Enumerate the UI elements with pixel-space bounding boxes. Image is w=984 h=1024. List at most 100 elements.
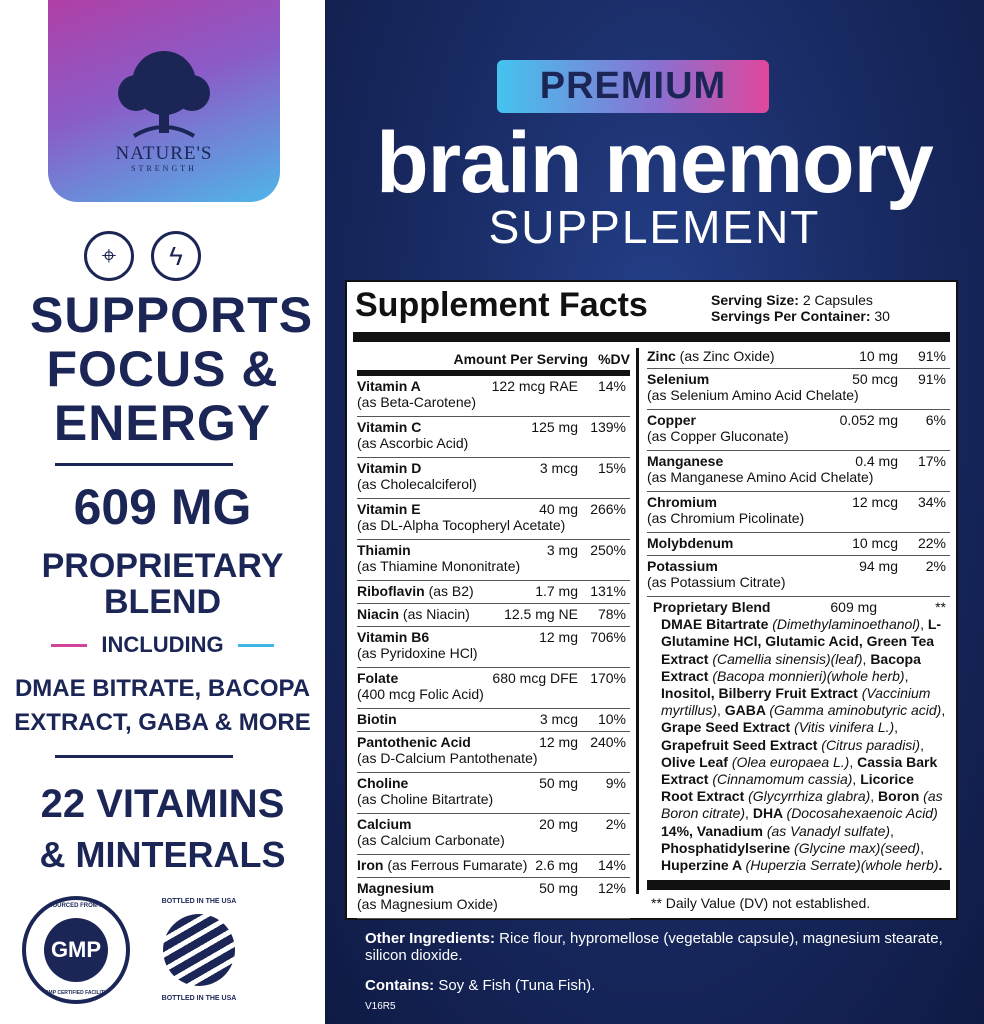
divider-bar xyxy=(357,370,630,376)
nutrient-row: Vitamin D (as Cholecalciferol) 3 mcg 15% xyxy=(357,458,630,499)
nutrient-name: Zinc xyxy=(647,348,676,364)
nutrient-dv: 91% xyxy=(917,348,946,364)
nutrient-form: (as Thiamine Mononitrate) xyxy=(357,558,521,574)
dv-header: %DV xyxy=(598,351,630,367)
nutrient-dv: 12% xyxy=(597,880,626,896)
nutrient-amount: 10 mg xyxy=(859,348,898,364)
nutrient-amount: 3 mg xyxy=(546,542,578,558)
nutrient-row: Folate (400 mcg Folic Acid) 680 mcg DFE 170… xyxy=(357,668,630,709)
nutrient-dv: 170% xyxy=(590,670,626,686)
blend-label: PROPRIETARY BLEND xyxy=(41,547,284,621)
other-label: Other Ingredients: xyxy=(365,930,496,947)
nutrient-dv: 706% xyxy=(590,629,626,645)
nutrient-amount: 50 mg xyxy=(539,880,578,896)
blend-section: Proprietary Blend 609 mg ** DMAE Bitartrat… xyxy=(647,595,950,874)
nutrient-name: Riboflavin xyxy=(357,583,425,599)
nutrient-name: Potassium xyxy=(647,558,718,574)
nutrient-row: Calcium (as Calcium Carbonate) 20 mg 2% xyxy=(357,814,630,855)
nutrient-dv: 34% xyxy=(917,494,946,510)
footnote: ** Daily Value (DV) not established. xyxy=(651,895,871,911)
minerals-label: & MINTERALS xyxy=(39,834,286,875)
ingredients-highlight: DMAE BITRATE, BACOPA EXTRACT, GABA & MOR… xyxy=(14,675,311,736)
nutrient-row: Vitamin E (as DL-Alpha Tocopheryl Acetate… xyxy=(357,499,630,540)
serving-size: 2 Capsules xyxy=(802,292,873,308)
nutrient-dv: 240% xyxy=(590,734,626,750)
column-divider xyxy=(636,348,639,894)
nutrient-form: (as Manganese Amino Acid Chelate) xyxy=(647,469,874,485)
nutrient-name: Vitamin C xyxy=(357,419,422,435)
divider xyxy=(55,755,233,758)
nutrient-form: (as Zinc Oxide) xyxy=(679,348,775,364)
headline: SUPPORTS FOCUS & ENERGY xyxy=(30,287,314,451)
nutrient-dv: 22% xyxy=(917,535,946,551)
serving-size-label: Serving Size: xyxy=(711,292,799,308)
nutrient-dv: 14% xyxy=(597,857,626,873)
nutrient-form: (400 mcg Folic Acid) xyxy=(357,686,484,702)
including-row: INCLUDING xyxy=(0,632,325,658)
nutrient-row: Molybdenum 10 mcg 22% xyxy=(647,533,950,556)
version-code: V16R5 xyxy=(365,1001,396,1012)
nutrient-amount: 10 mcg xyxy=(852,535,898,551)
nutrient-form: (as Copper Gluconate) xyxy=(647,428,789,444)
nutrient-row: Copper (as Copper Gluconate) 0.052 mg 6% xyxy=(647,410,950,451)
nutrient-row: Biotin 3 mcg 10% xyxy=(357,709,630,732)
other-text: Rice flour, hypromellose (vegetable caps… xyxy=(365,930,943,964)
nutrient-amount: 12 mg xyxy=(539,629,578,645)
nutrient-form: (as DL-Alpha Tocopheryl Acetate) xyxy=(357,517,566,533)
nutrient-dv: 91% xyxy=(917,371,946,387)
nutrient-form: (as Ascorbic Acid) xyxy=(357,435,469,451)
nutrient-name: Molybdenum xyxy=(647,535,734,551)
facts-left-column: Amount Per Serving %DV Vitamin A (as Beta-… xyxy=(357,348,630,919)
nutrient-name: Vitamin A xyxy=(357,378,421,394)
nutrient-row: Zinc (as Zinc Oxide) 10 mg 91% xyxy=(647,346,950,369)
usa-bottom: BOTTLED IN THE USA xyxy=(161,995,237,1002)
nutrient-row: Chromium (as Chromium Picolinate) 12 mcg 34… xyxy=(647,492,950,533)
blend-ingredients: DMAE Bitartrate (Dimethylaminoethanol), … xyxy=(661,616,946,874)
nutrient-dv: 2% xyxy=(605,816,626,832)
nutrient-form: (as Calcium Carbonate) xyxy=(357,832,505,848)
nutrient-name: Folate xyxy=(357,670,399,686)
nutrient-form: (as Choline Bitartrate) xyxy=(357,791,494,807)
nutrient-row: Vitamin B6 (as Pyridoxine HCl) 12 mg 706% xyxy=(357,627,630,668)
brand-sub: STRENGTH xyxy=(131,164,197,173)
nutrient-form: (as Niacin) xyxy=(402,606,470,622)
nutrient-dv: 139% xyxy=(590,419,626,435)
nutrient-name: Copper xyxy=(647,412,696,428)
nutrient-row: Riboflavin (as B2) 1.7 mg 131% xyxy=(357,581,630,604)
vitamins-count: 22 VITAMINS xyxy=(40,782,285,826)
other-ingredients: Other Ingredients: Rice flour, hypromell… xyxy=(365,930,945,964)
nutrient-name: Pantothenic Acid xyxy=(357,734,471,750)
nutrient-name: Thiamin xyxy=(357,542,411,558)
nutrient-amount: 3 mcg xyxy=(539,460,578,476)
nutrient-amount: 40 mg xyxy=(539,501,578,517)
nutrient-amount: 12 mcg xyxy=(852,494,898,510)
nutrient-amount: 94 mg xyxy=(859,558,898,574)
nutrient-form: (as Magnesium Oxide) xyxy=(357,896,498,912)
blend-amount: 609 mg xyxy=(830,599,878,615)
divider-bar xyxy=(647,880,950,890)
nutrient-dv: 10% xyxy=(597,711,626,727)
blend-dv: ** xyxy=(935,599,946,615)
nutrient-amount: 12 mg xyxy=(539,734,578,750)
contains-label: Contains: xyxy=(365,977,435,994)
nutrient-row: Niacin (as Niacin) 12.5 mg NE 78% xyxy=(357,604,630,627)
nutrient-name: Magnesium xyxy=(357,880,435,896)
column-header: Amount Per Serving %DV xyxy=(357,348,631,370)
nutrient-dv: 9% xyxy=(605,775,626,791)
nutrient-name: Vitamin B6 xyxy=(357,629,430,645)
nutrient-form: (as Beta-Carotene) xyxy=(357,394,477,410)
divider-bar xyxy=(353,332,950,342)
nutrient-form: (as Selenium Amino Acid Chelate) xyxy=(647,387,859,403)
including-label: INCLUDING xyxy=(101,632,224,657)
premium-badge: PREMIUM xyxy=(497,60,769,113)
nutrient-amount: 2.6 mg xyxy=(535,857,578,873)
nutrient-form: (as B2) xyxy=(428,583,474,599)
tree-icon xyxy=(118,51,210,138)
supplement-facts-panel: Supplement Facts Serving Size: 2 Capsule… xyxy=(345,280,958,920)
servings-count: 30 xyxy=(874,308,890,324)
nutrient-name: Selenium xyxy=(647,371,710,387)
nutrient-dv: 78% xyxy=(597,606,626,622)
nutrient-name: Calcium xyxy=(357,816,412,832)
nutrient-amount: 122 mcg RAE xyxy=(491,378,578,394)
nutrient-name: Vitamin D xyxy=(357,460,422,476)
